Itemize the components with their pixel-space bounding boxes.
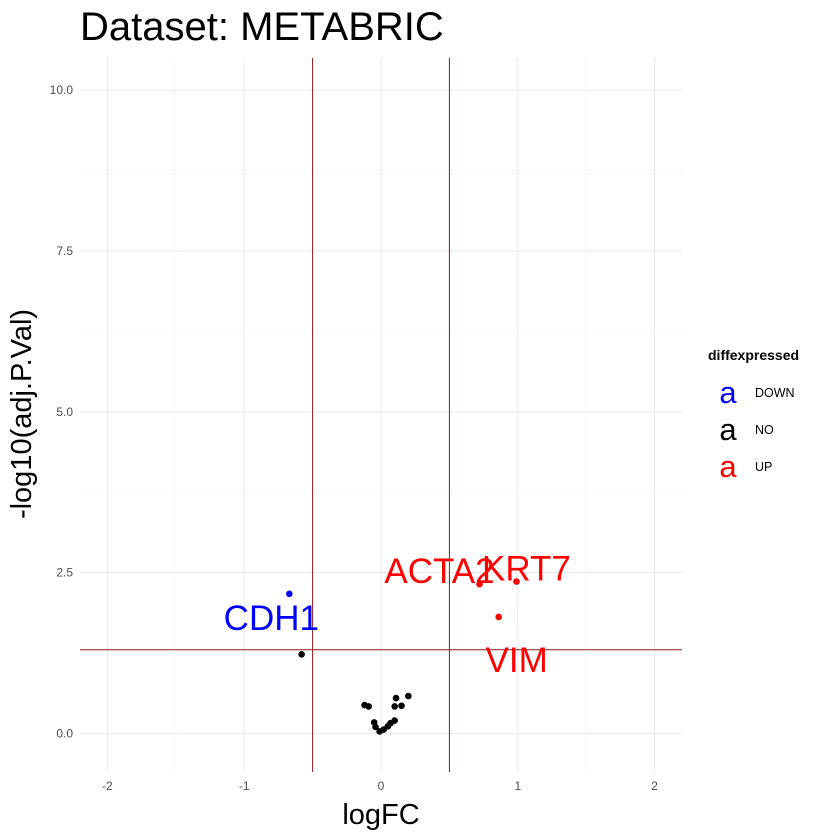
- legend-entries: a DOWN a NO a UP: [719, 375, 794, 484]
- data-point-no: [398, 702, 405, 710]
- x-axis-ticks: -2 -1 0 1 2: [102, 779, 658, 793]
- data-point-no: [365, 703, 372, 710]
- point-label-krt7: KRT7: [482, 550, 571, 589]
- y-tick-label: 0.0: [56, 726, 73, 740]
- data-point-no: [372, 723, 379, 731]
- y-tick-label: 2.5: [56, 566, 73, 580]
- data-point-up: [513, 578, 520, 585]
- data-point-no: [405, 692, 412, 700]
- legend: diffexpressed a DOWN a NO a UP: [708, 347, 799, 484]
- data-point-no: [298, 650, 305, 658]
- data-point-no: [391, 717, 398, 724]
- y-axis-ticks: 0.0 2.5 5.0 7.5 10.0: [50, 83, 74, 740]
- x-tick-label: 1: [514, 779, 521, 793]
- x-tick-label: 0: [378, 779, 385, 793]
- legend-label: DOWN: [755, 386, 795, 400]
- chart-title: Dataset: METABRIC: [80, 5, 444, 49]
- y-axis-title: -log10(adj.P.Val): [6, 309, 38, 519]
- legend-label: NO: [755, 423, 774, 437]
- data-points: [286, 578, 520, 735]
- y-tick-label: 10.0: [50, 83, 74, 97]
- y-tick-label: 5.0: [56, 405, 73, 419]
- y-tick-label: 7.5: [56, 244, 73, 258]
- x-tick-label: -2: [102, 779, 113, 793]
- x-tick-label: 2: [651, 779, 658, 793]
- data-point-up: [476, 580, 483, 588]
- point-label-vim: VIM: [486, 641, 548, 680]
- x-tick-label: -1: [239, 779, 250, 793]
- x-axis-title: logFC: [342, 799, 419, 831]
- point-label-acta2: ACTA2: [384, 552, 494, 591]
- legend-key-glyph: a: [719, 449, 737, 484]
- legend-key-glyph: a: [719, 412, 737, 447]
- data-point-down: [286, 590, 293, 598]
- legend-key-glyph: a: [719, 375, 737, 410]
- legend-title: diffexpressed: [708, 347, 799, 363]
- grid: [80, 58, 682, 772]
- reference-lines: [80, 58, 682, 772]
- data-point-no: [391, 703, 398, 710]
- data-point-no: [392, 694, 400, 702]
- data-point-up: [495, 613, 502, 621]
- legend-label: UP: [755, 460, 772, 474]
- point-label-cdh1: CDH1: [224, 599, 319, 638]
